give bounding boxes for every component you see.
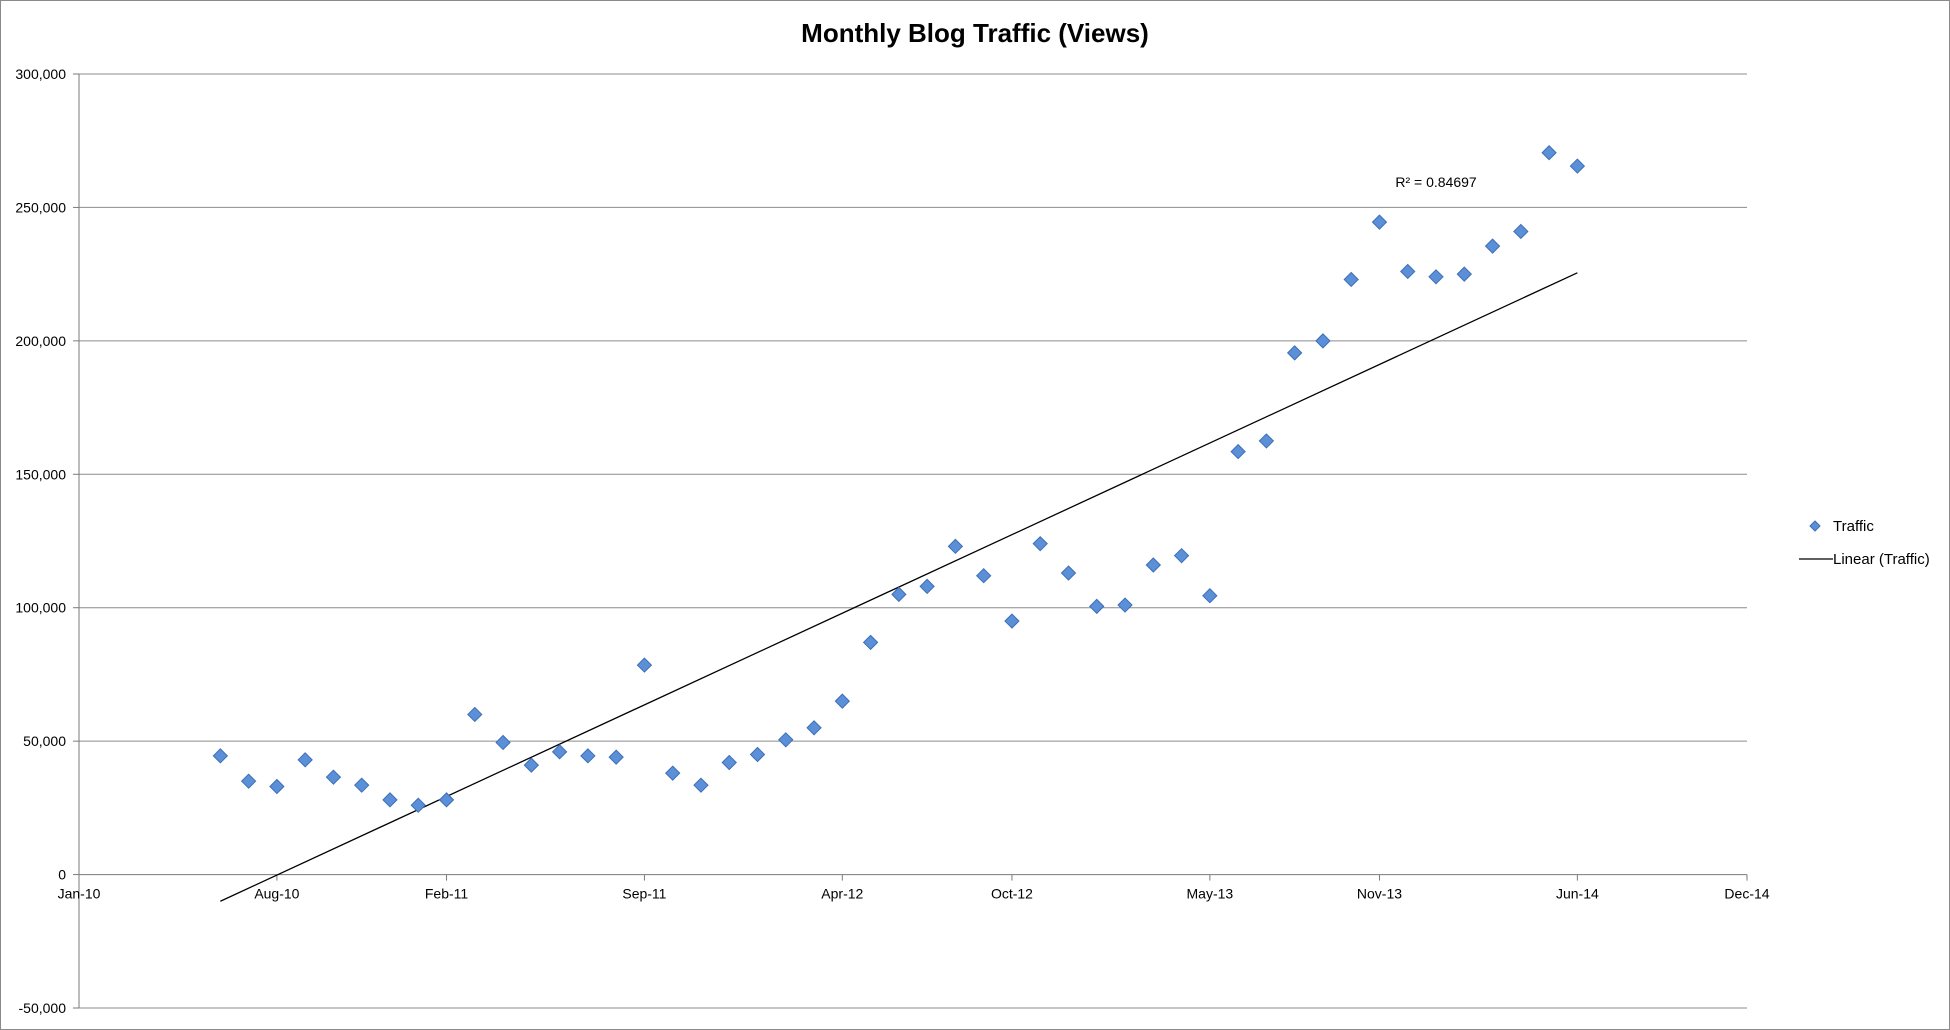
data-point <box>1145 557 1162 573</box>
y-tick-label: 50,000 <box>23 733 66 749</box>
data-point <box>1428 269 1444 285</box>
data-point <box>693 777 709 793</box>
y-tick-label: 0 <box>58 867 66 883</box>
data-point <box>721 754 737 771</box>
data-point <box>1032 535 1048 552</box>
legend: Traffic Linear (Traffic) <box>1799 518 1930 568</box>
x-tick-label: Jun-14 <box>1556 886 1599 902</box>
data-point <box>495 734 511 751</box>
y-tick-label: -50,000 <box>19 1000 67 1016</box>
data-point <box>1230 443 1246 460</box>
y-tick-label: 100,000 <box>15 600 66 616</box>
data-point <box>1117 597 1133 613</box>
annotations: R² = 0.84697 <box>1395 174 1477 190</box>
x-tick-label: Jan-10 <box>58 886 101 902</box>
data-point <box>1484 238 1501 254</box>
data-point <box>269 778 285 795</box>
data-point <box>749 746 766 763</box>
data-point <box>891 586 907 603</box>
x-tick-label: Oct-12 <box>991 886 1033 902</box>
r-squared-label: R² = 0.84697 <box>1395 174 1477 190</box>
legend-marker-traffic <box>1809 520 1821 532</box>
data-point <box>1089 598 1105 615</box>
y-tick-label: 150,000 <box>15 466 66 482</box>
data-point <box>240 773 257 789</box>
data-point <box>467 706 483 723</box>
legend-label-traffic: Traffic <box>1833 518 1874 535</box>
data-point <box>354 777 370 793</box>
legend-label-linear: Linear (Traffic) <box>1833 551 1930 568</box>
data-point <box>1371 214 1388 230</box>
x-tick-label: May-13 <box>1187 886 1234 902</box>
data-point <box>778 732 794 748</box>
data-point <box>1004 613 1020 629</box>
y-tick-label: 300,000 <box>15 66 66 82</box>
x-tick-label: Aug-10 <box>254 886 299 902</box>
data-point <box>410 797 426 813</box>
data-point <box>580 748 596 764</box>
data-point <box>212 748 229 764</box>
y-tick-label: 200,000 <box>15 333 66 349</box>
data-point <box>438 792 455 808</box>
x-tick-label: Sep-11 <box>622 886 666 902</box>
data-point <box>1513 223 1529 240</box>
data-point <box>1060 565 1077 581</box>
x-tick-label: Nov-13 <box>1357 886 1402 902</box>
data-point <box>297 752 313 768</box>
data-point <box>1315 333 1331 349</box>
data-point <box>1286 345 1303 361</box>
axes: -50,000 0 50,000 100,000 150,000 200,000 250,0… <box>15 66 1769 1016</box>
data-point <box>919 578 935 595</box>
chart-title: Monthly Blog Traffic (Views) <box>801 18 1149 48</box>
data-point <box>636 657 653 673</box>
data-point <box>862 634 879 651</box>
gridlines <box>79 73 1747 1009</box>
data-point <box>1258 433 1275 449</box>
y-tick-label: 250,000 <box>15 199 66 215</box>
data-point <box>975 567 992 584</box>
data-points <box>212 145 1586 813</box>
data-point <box>608 749 624 765</box>
data-point <box>1173 547 1190 564</box>
data-point <box>806 720 822 736</box>
data-point <box>834 693 851 709</box>
data-point <box>382 792 398 808</box>
data-point <box>1456 266 1472 282</box>
x-tick-label: Dec-14 <box>1724 886 1769 902</box>
data-point <box>1569 158 1586 174</box>
data-point <box>1202 587 1218 604</box>
data-point <box>325 769 342 785</box>
data-point <box>551 744 568 760</box>
data-point <box>523 757 540 773</box>
x-tick-label: Apr-12 <box>821 886 863 902</box>
x-tick-label: Feb-11 <box>425 886 469 902</box>
data-point <box>1541 145 1557 161</box>
data-point <box>947 538 964 555</box>
data-point <box>664 765 681 781</box>
data-point <box>1400 263 1416 280</box>
data-point <box>1343 271 1359 288</box>
